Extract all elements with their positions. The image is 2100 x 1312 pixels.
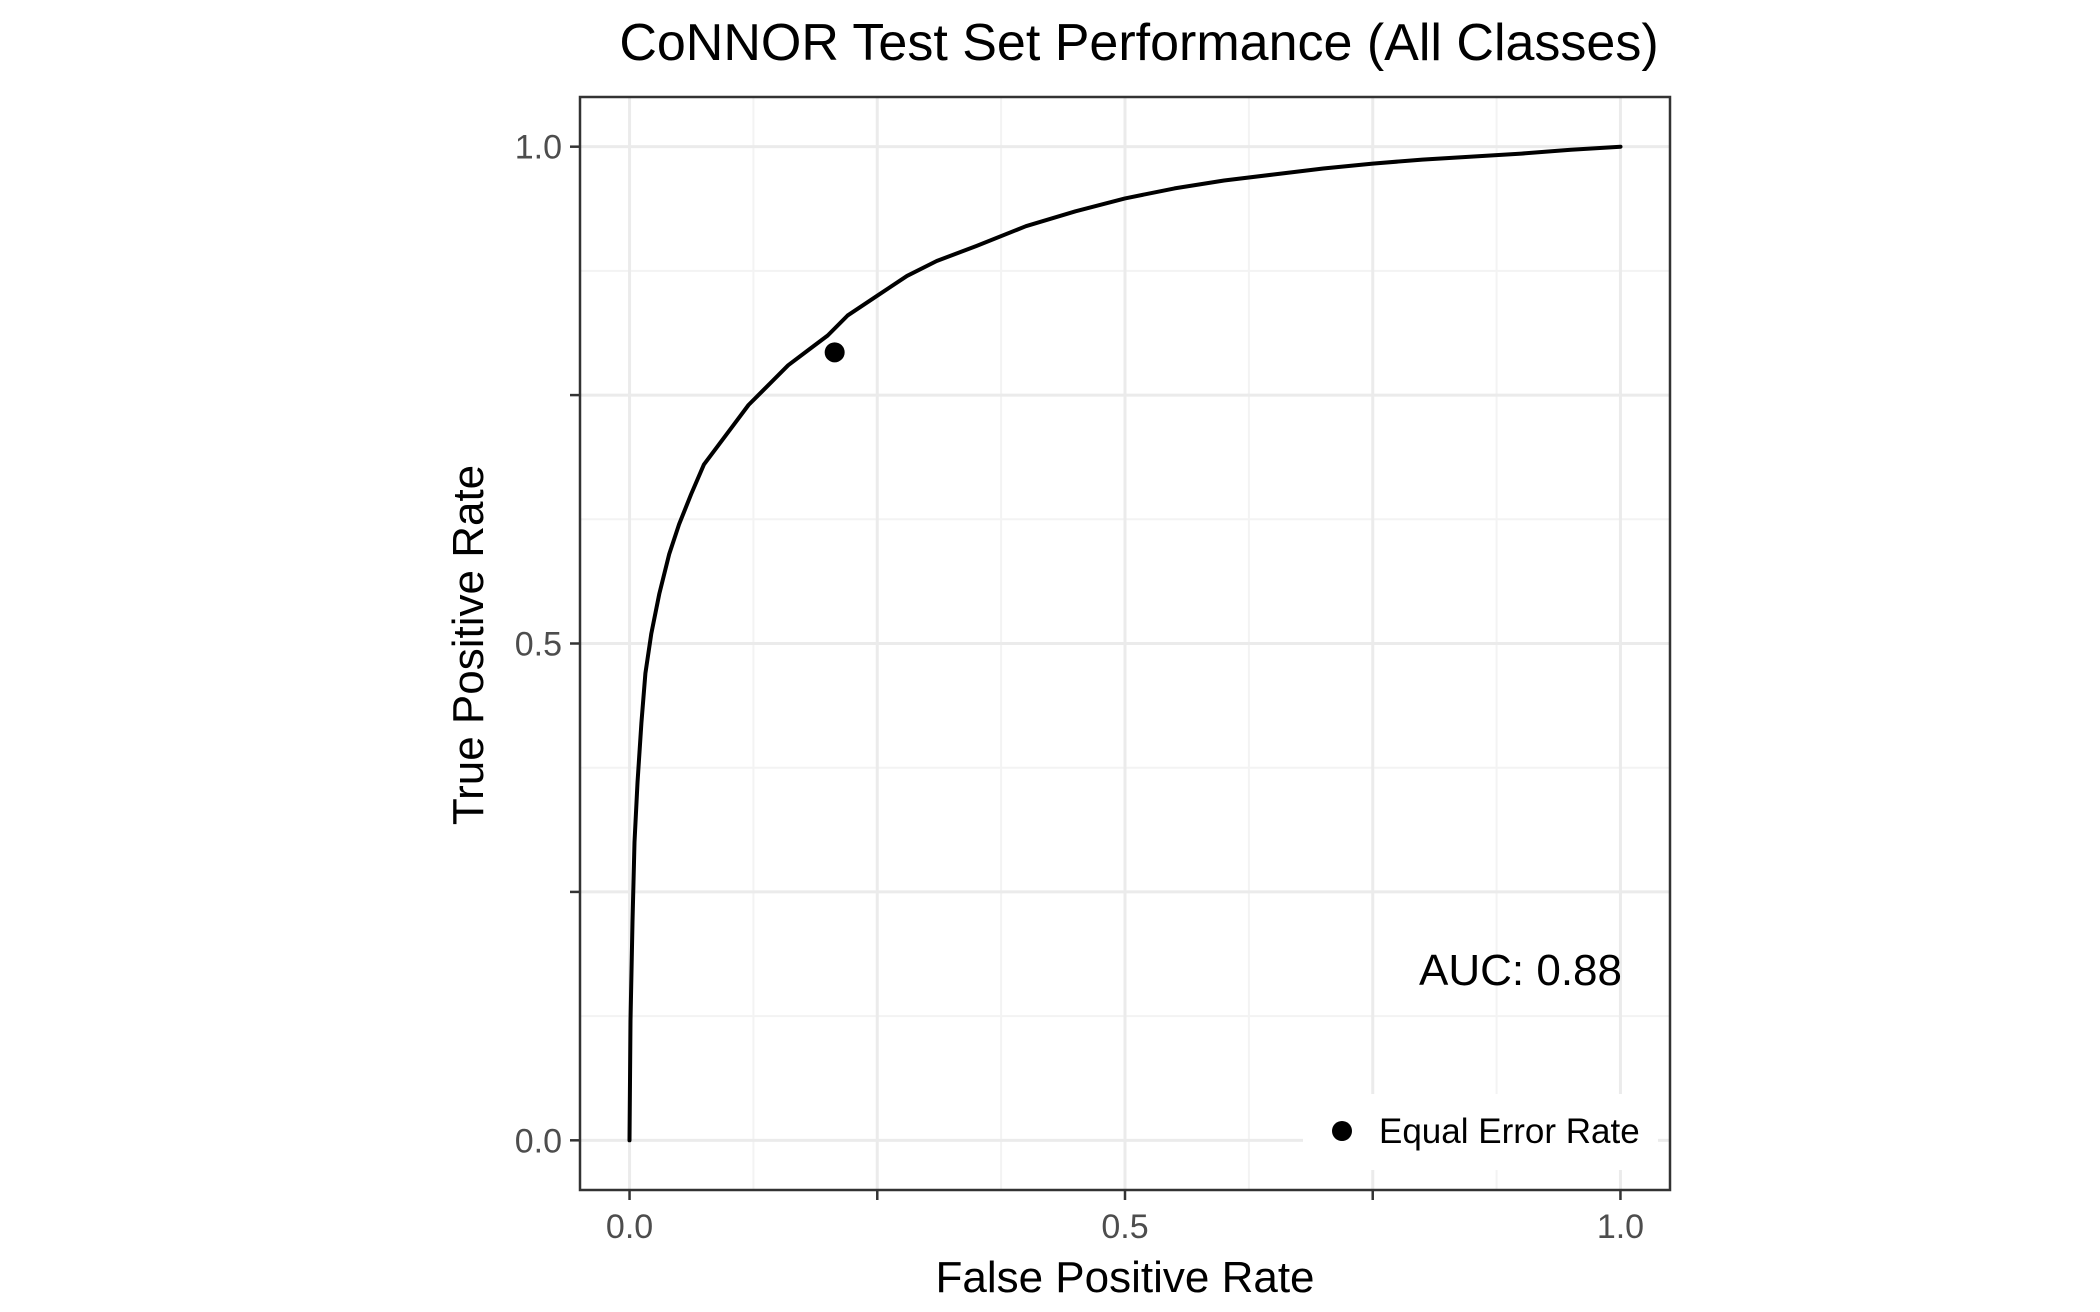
x-tick-label: 0.0 bbox=[606, 1208, 653, 1246]
auc-annotation: AUC: 0.88 bbox=[1419, 946, 1622, 995]
legend-label-equal-error-rate: Equal Error Rate bbox=[1379, 1112, 1640, 1151]
y-tick-label: 0.5 bbox=[515, 626, 562, 664]
equal-error-rate-point bbox=[824, 342, 845, 363]
x-axis-title: False Positive Rate bbox=[935, 1253, 1314, 1302]
legend-background bbox=[1303, 1094, 1658, 1170]
legend-key-equal-error-rate bbox=[1332, 1121, 1352, 1141]
legend: Equal Error Rate bbox=[1303, 1094, 1658, 1170]
y-axis-title: True Positive Rate bbox=[444, 465, 493, 825]
roc-curve-line bbox=[627, 144, 1623, 1143]
chart-title: CoNNOR Test Set Performance (All Classes… bbox=[619, 14, 1658, 72]
y-tick-label: 0.0 bbox=[515, 1122, 562, 1160]
x-tick-label: 0.5 bbox=[1101, 1208, 1148, 1246]
x-tick-label: 1.0 bbox=[1597, 1208, 1644, 1246]
eer-points bbox=[824, 342, 845, 363]
axis-ticks: 0.0 0.5 1.0 0.0 0.5 1.0 bbox=[515, 129, 1644, 1246]
y-tick-label: 1.0 bbox=[515, 129, 562, 167]
